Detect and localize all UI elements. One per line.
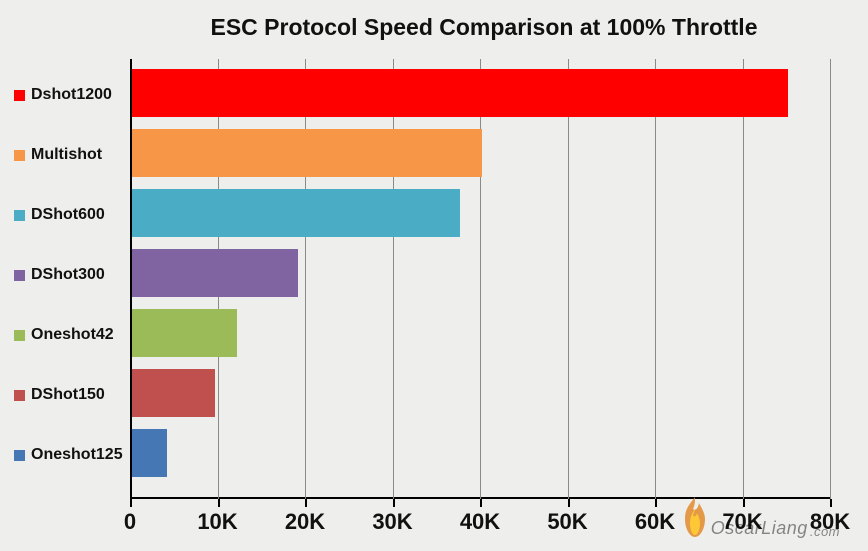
legend-label: DShot300 (31, 266, 105, 284)
x-tick (393, 499, 395, 507)
bar-oneshot42 (132, 309, 237, 357)
bar-dshot300 (132, 249, 298, 297)
legend: Dshot1200 Multishot DShot600 DShot300 Onesho… (14, 65, 123, 485)
legend-swatch (14, 450, 25, 461)
legend-item: Multishot (14, 125, 123, 185)
grid-line (393, 59, 394, 499)
x-tick (655, 499, 657, 507)
x-tick-label: 20K (285, 509, 325, 535)
x-tick (305, 499, 307, 507)
legend-item: DShot600 (14, 185, 123, 245)
legend-label: DShot150 (31, 386, 105, 404)
x-tick-label: 0 (124, 509, 136, 535)
bar-dshot600 (132, 189, 460, 237)
legend-swatch (14, 270, 25, 281)
legend-item: DShot150 (14, 365, 123, 425)
legend-label: Oneshot125 (31, 446, 123, 464)
legend-swatch (14, 90, 25, 101)
legend-label: Multishot (31, 146, 102, 164)
x-tick-label: 50K (547, 509, 587, 535)
bar-oneshot125 (132, 429, 167, 477)
chart-title: ESC Protocol Speed Comparison at 100% Th… (130, 14, 838, 41)
legend-swatch (14, 150, 25, 161)
x-tick-label: 40K (460, 509, 500, 535)
x-tick-label: 30K (372, 509, 412, 535)
bar-dshot150 (132, 369, 215, 417)
grid-line (655, 59, 656, 499)
flame-icon (677, 495, 713, 539)
bar-dshot1200 (132, 69, 788, 117)
legend-label: DShot600 (31, 206, 105, 224)
legend-label: Oneshot42 (31, 326, 114, 344)
legend-item: Oneshot125 (14, 425, 123, 485)
legend-item: DShot300 (14, 245, 123, 305)
grid-line (305, 59, 306, 499)
watermark-suffix: .com (810, 524, 840, 539)
plot-area: 010K20K30K40K50K60K70K80K (130, 59, 830, 499)
x-tick (480, 499, 482, 507)
watermark-text: OscarLiang (711, 518, 808, 539)
legend-item: Dshot1200 (14, 65, 123, 125)
legend-swatch (14, 330, 25, 341)
grid-line (830, 59, 831, 499)
x-tick-label: 10K (197, 509, 237, 535)
legend-swatch (14, 210, 25, 221)
x-tick-label: 60K (635, 509, 675, 535)
bar-multishot (132, 129, 482, 177)
legend-label: Dshot1200 (31, 86, 112, 104)
chart-container: ESC Protocol Speed Comparison at 100% Th… (0, 0, 868, 551)
grid-line (480, 59, 481, 499)
x-tick (218, 499, 220, 507)
x-tick (568, 499, 570, 507)
legend-item: Oneshot42 (14, 305, 123, 365)
x-tick (130, 499, 132, 507)
grid-line (568, 59, 569, 499)
watermark: OscarLiang.com (677, 495, 840, 539)
legend-swatch (14, 390, 25, 401)
grid-line (743, 59, 744, 499)
